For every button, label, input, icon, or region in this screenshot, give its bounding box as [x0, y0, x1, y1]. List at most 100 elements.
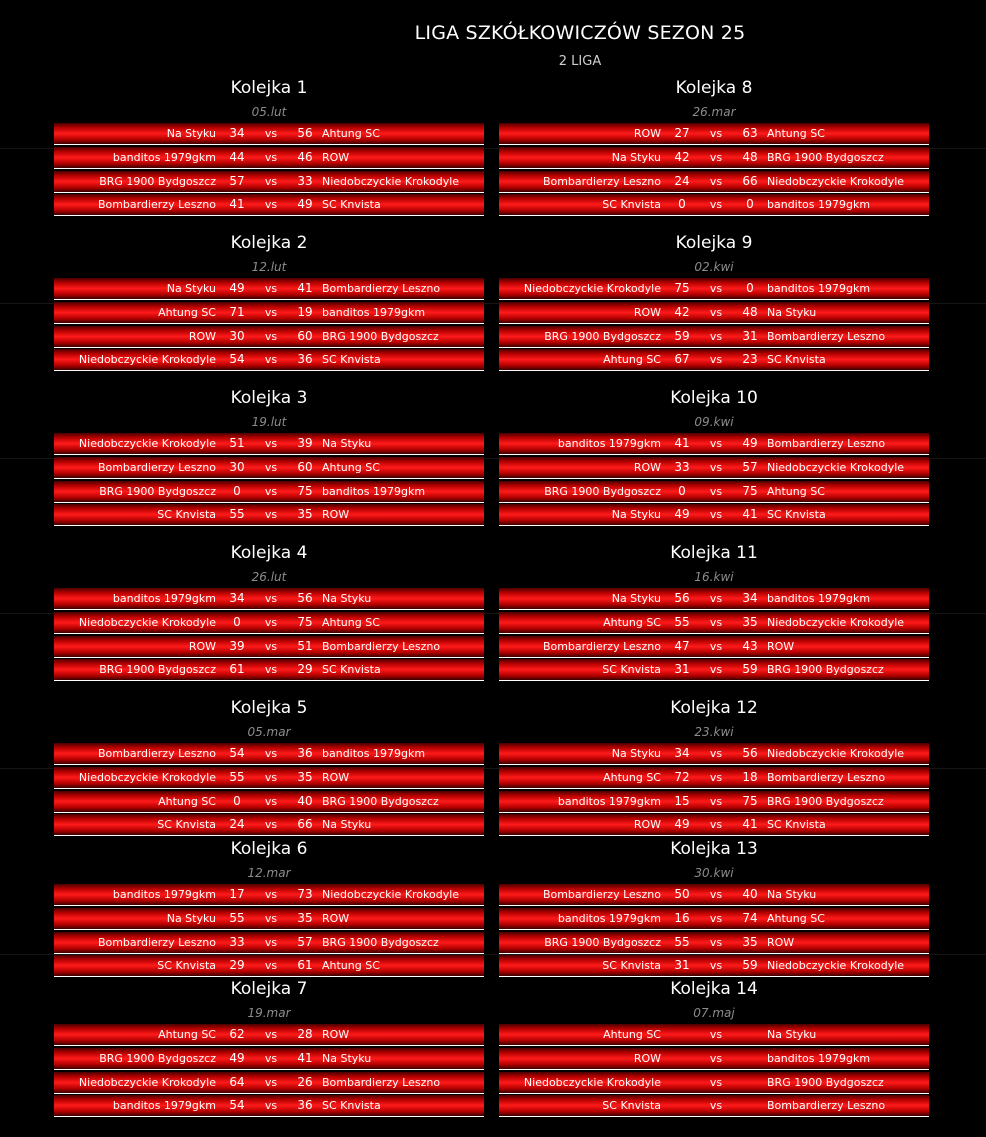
away-team: banditos 1979gkm: [322, 484, 426, 498]
away-team: Na Styku: [767, 888, 817, 901]
away-score: 63: [742, 126, 758, 140]
away-score: 75: [742, 483, 758, 498]
vs-label: vs: [709, 747, 723, 760]
home-score: 0: [678, 483, 686, 498]
match-row: Na Styku 34 vs 56 Niedobczyckie Krokodyle: [499, 743, 929, 765]
away-score: 48: [742, 304, 758, 319]
home-score: 54: [229, 746, 245, 760]
home-score: 0: [678, 197, 686, 212]
away-score: 56: [742, 746, 758, 760]
round-date: 07.maj: [693, 1006, 735, 1020]
away-score: 19: [297, 304, 313, 319]
vs-label: vs: [709, 174, 723, 188]
league-subtitle: 2 LIGA: [558, 54, 602, 69]
separator-line: [0, 954, 986, 955]
vs-label: vs: [264, 935, 278, 949]
round-block: Kolejka 4 26.lut banditos 1979gkm 34 vs 56 Na …: [54, 541, 484, 683]
vs-label: vs: [709, 639, 723, 653]
home-score: 41: [229, 197, 245, 212]
home-team: banditos 1979gkm: [557, 794, 661, 808]
home-score: 49: [229, 281, 245, 295]
away-team: ROW: [767, 935, 795, 949]
home-score: 54: [229, 1098, 245, 1113]
match-row: ROW 42 vs 48 Na Styku: [499, 301, 929, 324]
home-score: 42: [674, 304, 690, 319]
away-score: 35: [297, 910, 313, 925]
vs-label: vs: [264, 329, 278, 343]
round-title: Kolejka 13: [670, 839, 758, 859]
away-score: 57: [742, 459, 758, 474]
home-team: Bombardierzy Leszno: [97, 747, 216, 760]
vs-label: vs: [264, 911, 278, 925]
home-score: 34: [674, 746, 690, 760]
match-row: SC Knvista 55 vs 35 ROW: [54, 504, 484, 527]
away-team: Na Styku: [322, 592, 372, 605]
home-score: 31: [674, 958, 690, 973]
away-team: banditos 1979gkm: [767, 198, 871, 212]
away-score: 35: [742, 614, 758, 629]
round-date: 23.kwi: [694, 725, 734, 739]
home-team: BRG 1900 Bydgoszcz: [99, 1051, 216, 1065]
away-score: 28: [297, 1027, 313, 1041]
vs-label: vs: [264, 888, 278, 901]
match-row: SC Knvista 29 vs 61 Ahtung SC: [54, 955, 484, 978]
away-team: SC Knvista: [767, 353, 826, 367]
home-team: Bombardierzy Leszno: [97, 198, 216, 212]
vs-label: vs: [709, 329, 723, 343]
away-team: Niedobczyckie Krokodyle: [767, 460, 905, 474]
home-score: 24: [674, 173, 690, 188]
home-team: BRG 1900 Bydgoszcz: [544, 484, 661, 498]
away-team: Ahtung SC: [767, 127, 825, 140]
home-score: 49: [229, 1050, 245, 1065]
match-row: SC Knvista 24 vs 66 Na Styku: [54, 814, 484, 837]
home-team: ROW: [633, 305, 661, 319]
round-date: 26.lut: [251, 570, 287, 584]
away-team: Ahtung SC: [322, 615, 380, 629]
round-title: Kolejka 11: [670, 543, 758, 563]
vs-label: vs: [264, 174, 278, 188]
round-block: Kolejka 3 19.lut Niedobczyckie Krokodyle 51…: [54, 386, 484, 528]
vs-label: vs: [709, 663, 723, 677]
match-row: Bombardierzy Leszno 47 vs 43 ROW: [499, 635, 929, 658]
away-score: 75: [297, 483, 313, 498]
match-row: Niedobczyckie Krokodyle 51 vs 39 Na Styku: [54, 433, 484, 455]
match-row: Ahtung SC 72 vs 18 Bombardierzy Leszno: [499, 766, 929, 789]
home-team: ROW: [188, 639, 216, 653]
match-row: ROW 39 vs 51 Bombardierzy Leszno: [54, 635, 484, 658]
match-list: Ahtung SC 62 vs 28 ROW BRG 1900 Bydgoszcz 49 vs…: [54, 1024, 484, 1118]
match-row: Na Styku 55 vs 35 ROW: [54, 907, 484, 930]
away-team: Niedobczyckie Krokodyle: [767, 615, 905, 629]
round-block: Kolejka 6 12.mar banditos 1979gkm 17 vs 73 Nie…: [54, 837, 484, 979]
away-score: 39: [297, 436, 313, 450]
home-team: Bombardierzy Leszno: [542, 639, 661, 653]
vs-label: vs: [264, 437, 278, 450]
away-team: Ahtung SC: [322, 127, 380, 140]
home-score: 55: [229, 910, 245, 925]
home-team: ROW: [633, 460, 661, 474]
home-team: SC Knvista: [157, 508, 216, 522]
match-row: SC Knvista vs Bombardierzy Leszno: [499, 1095, 929, 1118]
home-score: 59: [674, 328, 690, 343]
away-score: 66: [297, 817, 313, 832]
home-score: 51: [229, 436, 245, 450]
match-row: banditos 1979gkm 54 vs 36 SC Knvista: [54, 1095, 484, 1118]
round-date: 26.mar: [692, 105, 736, 119]
away-score: 41: [297, 281, 313, 295]
round-block: Kolejka 5 05.mar Bombardierzy Leszno 54 vs 36…: [54, 696, 484, 838]
home-score: 55: [229, 769, 245, 784]
home-score: 44: [229, 149, 245, 164]
home-team: banditos 1979gkm: [557, 437, 661, 450]
match-row: Bombardierzy Leszno 50 vs 40 Na Styku: [499, 884, 929, 906]
away-team: SC Knvista: [767, 818, 826, 832]
match-row: Bombardierzy Leszno 41 vs 49 SC Knvista: [54, 194, 484, 217]
vs-label: vs: [264, 198, 278, 212]
home-team: banditos 1979gkm: [112, 592, 216, 605]
round-block: Kolejka 7 19.mar Ahtung SC 62 vs 28 ROW BRG 190…: [54, 977, 484, 1119]
home-score: 42: [674, 149, 690, 164]
home-team: Na Styku: [611, 150, 661, 164]
match-list: banditos 1979gkm 41 vs 49 Bombardierzy Leszn…: [499, 433, 929, 527]
away-team: Ahtung SC: [767, 484, 825, 498]
match-row: banditos 1979gkm 15 vs 75 BRG 1900 Bydgoszcz: [499, 790, 929, 813]
round-title: Kolejka 3: [230, 388, 308, 408]
match-row: Na Styku 56 vs 34 banditos 1979gkm: [499, 588, 929, 610]
